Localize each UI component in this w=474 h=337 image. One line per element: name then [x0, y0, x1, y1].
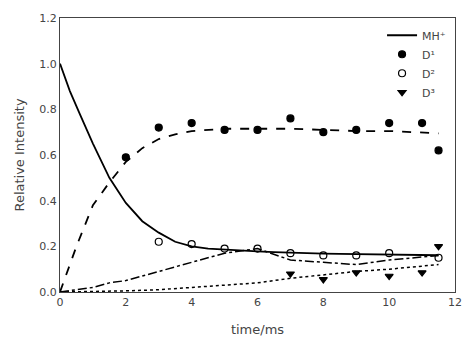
svg-text:D³: D³ — [422, 87, 435, 100]
svg-text:0.2: 0.2 — [39, 240, 57, 253]
svg-text:0.8: 0.8 — [39, 103, 57, 116]
svg-text:MH⁺: MH⁺ — [422, 30, 446, 43]
svg-text:10: 10 — [382, 296, 396, 309]
svg-text:1.0: 1.0 — [39, 58, 57, 71]
svg-text:D¹: D¹ — [422, 49, 435, 62]
svg-text:0.4: 0.4 — [39, 195, 57, 208]
svg-text:2: 2 — [122, 296, 129, 309]
svg-text:Relative Intensity: Relative Intensity — [12, 98, 27, 211]
svg-text:1.2: 1.2 — [39, 12, 57, 25]
svg-text:time/ms: time/ms — [231, 322, 284, 337]
svg-text:8: 8 — [320, 296, 327, 309]
svg-text:0: 0 — [57, 296, 64, 309]
svg-text:0.0: 0.0 — [39, 286, 57, 299]
svg-text:6: 6 — [254, 296, 261, 309]
svg-text:4: 4 — [188, 296, 195, 309]
svg-text:0.6: 0.6 — [39, 149, 57, 162]
svg-text:D²: D² — [422, 68, 435, 81]
svg-text:12: 12 — [448, 296, 462, 309]
